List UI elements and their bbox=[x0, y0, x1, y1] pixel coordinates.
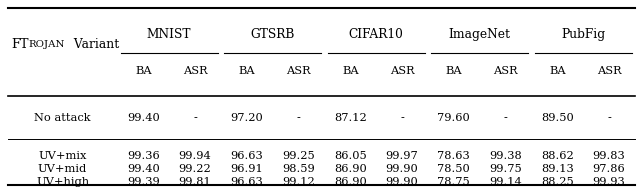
Text: 99.40: 99.40 bbox=[127, 164, 160, 174]
Text: 99.97: 99.97 bbox=[386, 151, 419, 161]
Text: BA: BA bbox=[445, 66, 462, 76]
Text: FT: FT bbox=[11, 38, 28, 51]
Text: ASR: ASR bbox=[183, 66, 207, 76]
Text: No attack: No attack bbox=[35, 113, 91, 123]
Text: 99.90: 99.90 bbox=[386, 164, 419, 174]
Text: 99.81: 99.81 bbox=[179, 177, 211, 187]
Text: 99.14: 99.14 bbox=[489, 177, 522, 187]
Text: 99.39: 99.39 bbox=[127, 177, 160, 187]
Text: ASR: ASR bbox=[493, 66, 518, 76]
Text: -: - bbox=[296, 113, 301, 123]
Text: PubFig: PubFig bbox=[561, 28, 605, 41]
Text: 99.83: 99.83 bbox=[593, 151, 625, 161]
Text: 97.20: 97.20 bbox=[230, 113, 263, 123]
Text: 96.63: 96.63 bbox=[230, 151, 263, 161]
Text: 99.36: 99.36 bbox=[127, 151, 160, 161]
Text: 99.38: 99.38 bbox=[489, 151, 522, 161]
Text: 78.50: 78.50 bbox=[437, 164, 470, 174]
Text: 89.13: 89.13 bbox=[541, 164, 573, 174]
Text: ROJAN: ROJAN bbox=[29, 40, 65, 49]
Text: 96.91: 96.91 bbox=[230, 164, 263, 174]
Text: 86.90: 86.90 bbox=[334, 164, 367, 174]
Text: UV+mid: UV+mid bbox=[38, 164, 87, 174]
Text: BA: BA bbox=[239, 66, 255, 76]
Text: ImageNet: ImageNet bbox=[449, 28, 511, 41]
Text: UV+high: UV+high bbox=[36, 177, 89, 187]
Text: 86.05: 86.05 bbox=[334, 151, 367, 161]
Text: -: - bbox=[193, 113, 197, 123]
Text: Variant: Variant bbox=[70, 38, 119, 51]
Text: 87.12: 87.12 bbox=[334, 113, 367, 123]
Text: CIFAR10: CIFAR10 bbox=[349, 28, 404, 41]
Text: ASR: ASR bbox=[390, 66, 414, 76]
Text: 99.22: 99.22 bbox=[179, 164, 211, 174]
Text: 99.90: 99.90 bbox=[386, 177, 419, 187]
Text: 88.62: 88.62 bbox=[541, 151, 573, 161]
Text: BA: BA bbox=[342, 66, 358, 76]
Text: 86.90: 86.90 bbox=[334, 177, 367, 187]
Text: MNIST: MNIST bbox=[147, 28, 191, 41]
Text: 99.12: 99.12 bbox=[282, 177, 315, 187]
Text: 78.75: 78.75 bbox=[437, 177, 470, 187]
Text: -: - bbox=[607, 113, 611, 123]
Text: BA: BA bbox=[549, 66, 566, 76]
Text: 99.25: 99.25 bbox=[282, 151, 315, 161]
Text: UV+mix: UV+mix bbox=[38, 151, 87, 161]
Text: BA: BA bbox=[135, 66, 152, 76]
Text: 79.60: 79.60 bbox=[437, 113, 470, 123]
Text: 99.93: 99.93 bbox=[593, 177, 625, 187]
Text: ASR: ASR bbox=[286, 66, 311, 76]
Text: 99.75: 99.75 bbox=[489, 164, 522, 174]
Text: 99.94: 99.94 bbox=[179, 151, 211, 161]
Text: 89.50: 89.50 bbox=[541, 113, 573, 123]
Text: 98.59: 98.59 bbox=[282, 164, 315, 174]
Text: -: - bbox=[504, 113, 508, 123]
Text: 78.63: 78.63 bbox=[437, 151, 470, 161]
Text: GTSRB: GTSRB bbox=[250, 28, 295, 41]
Text: 88.25: 88.25 bbox=[541, 177, 573, 187]
Text: 97.86: 97.86 bbox=[593, 164, 625, 174]
Text: 99.40: 99.40 bbox=[127, 113, 160, 123]
Text: -: - bbox=[400, 113, 404, 123]
Text: 96.63: 96.63 bbox=[230, 177, 263, 187]
Text: ASR: ASR bbox=[596, 66, 621, 76]
